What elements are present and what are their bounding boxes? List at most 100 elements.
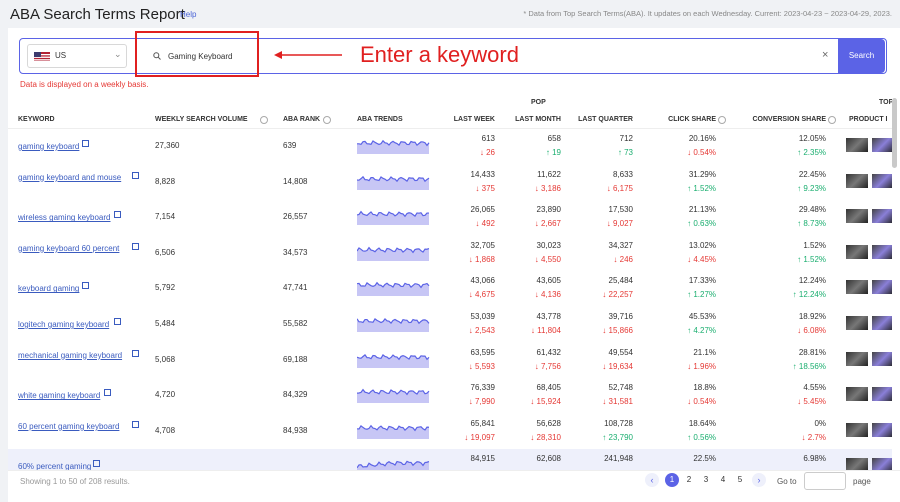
trend-sparkline: [357, 139, 430, 154]
metric-change: ↓ 15,866: [602, 326, 633, 335]
external-link-icon: [114, 211, 122, 219]
dropdown-caret: ⌄: [114, 49, 122, 59]
clear-button[interactable]: ×: [822, 49, 829, 61]
aba-rank: 34,573: [283, 247, 308, 257]
product-image: [872, 209, 892, 224]
table-row: gaming keyboard and mouse 8,828 14,808 14,4…: [8, 164, 892, 202]
metric-change: ↓ 1,868: [468, 254, 495, 264]
metric-value: 34,327: [608, 240, 633, 250]
metric-change: ↑ 19: [545, 148, 561, 157]
keyword-link[interactable]: 60 percent gaming keyboard: [18, 421, 120, 431]
help-link[interactable]: Help: [180, 10, 197, 19]
metric-value: 21.13%: [688, 205, 716, 215]
page-number[interactable]: 3: [703, 475, 709, 484]
metric-value: 21.1%: [693, 347, 716, 357]
trend-sparkline: [357, 317, 430, 332]
product-image: [846, 422, 868, 437]
metric-value: 43,066: [470, 276, 495, 286]
keyword-link[interactable]: gaming keyboard: [18, 142, 80, 151]
aba-rank: 84,938: [283, 425, 308, 435]
external-link-icon: [132, 242, 139, 250]
page-number[interactable]: 1: [665, 473, 679, 487]
metric-value: 68,405: [536, 383, 561, 393]
metric-value: 712: [619, 134, 633, 143]
keyword-link[interactable]: wireless gaming keyboard: [18, 213, 111, 223]
results-table: POP TOP KEYWORD WEEKLY SEARCH VOLUME ABA RAN…: [8, 95, 892, 470]
metric-change: ↓ 375: [475, 183, 495, 193]
table-row: gaming keyboard 60 percent 6,506 34,573 32,…: [8, 235, 892, 273]
metric-change: ↑ 12.24%: [792, 290, 826, 300]
product-image: [872, 138, 892, 152]
scrollbar[interactable]: [892, 98, 897, 168]
trend-sparkline: [357, 424, 430, 439]
trend-sparkline: [357, 175, 430, 190]
page-number[interactable]: 2: [686, 475, 692, 484]
keyword-link[interactable]: keyboard gaming: [18, 284, 80, 294]
metric-value: 43,605: [536, 276, 561, 286]
column-header: LAST WEEK: [453, 116, 495, 123]
product-image: [846, 173, 868, 188]
table-row: 60 percent gaming keyboard 4,708 84,938 65,…: [8, 413, 892, 451]
column-header: LAST MONTH: [515, 116, 561, 123]
product-image: [872, 244, 892, 259]
highlight-box: [135, 31, 259, 77]
metric-change: ↑ 23,790: [602, 432, 633, 442]
search-volume: 27,360: [155, 141, 180, 150]
column-header: CLICK SHARE: [668, 116, 716, 123]
keyword-link[interactable]: 60% percent gaming: [18, 462, 92, 470]
goto-input[interactable]: [804, 472, 846, 490]
info-icon: [718, 116, 726, 124]
column-header: ABA TRENDS: [357, 116, 403, 123]
external-link-icon: [82, 140, 89, 147]
metric-change: ↓ 2,543: [468, 326, 495, 335]
metric-value: 20.16%: [688, 134, 716, 143]
product-image: [846, 458, 868, 470]
product-image: [872, 387, 892, 402]
keyword-input[interactable]: Gaming Keyboard: [168, 52, 233, 61]
product-image: [846, 244, 868, 259]
keyword-link[interactable]: mechanical gaming keyboard: [18, 350, 123, 360]
aba-rank: 14,808: [283, 176, 308, 186]
metric-change: ↑ 1.52%: [797, 254, 826, 264]
next-page[interactable]: ›: [752, 473, 766, 487]
metric-value: 18.92%: [798, 312, 826, 321]
trend-sparkline: [357, 353, 430, 368]
table-row: gaming keyboard 27,360 639 613 ↓ 26 658 ↑ 19 71…: [8, 129, 892, 166]
metric-change: ↓ 22,257: [602, 290, 633, 300]
keyword-link[interactable]: logitech gaming keyboard: [18, 320, 110, 329]
keyword-link[interactable]: gaming keyboard 60 percent: [18, 243, 120, 253]
search-button[interactable]: Search: [838, 39, 885, 73]
keyword-link[interactable]: white gaming keyboard: [18, 391, 101, 401]
metric-value: 22.45%: [798, 169, 826, 179]
metric-change: ↓ 0.54%: [687, 397, 716, 407]
metric-value: 56,628: [536, 418, 561, 428]
prev-page[interactable]: ‹: [645, 473, 659, 487]
metric-change: ↑ 18.56%: [792, 361, 826, 371]
search-volume: 8,828: [155, 176, 176, 186]
table-row: mechanical gaming keyboard 5,068 69,188 63,…: [8, 342, 892, 380]
page-number[interactable]: 4: [720, 475, 726, 484]
column-header: PRODUCT I: [849, 116, 888, 123]
external-link-icon: [132, 349, 139, 357]
metric-value: 39,716: [608, 312, 633, 321]
product-image: [872, 422, 892, 437]
metric-change: ↓ 246: [613, 254, 633, 264]
metric-value: 32,705: [470, 240, 495, 250]
keyword-link[interactable]: gaming keyboard and mouse: [18, 172, 122, 182]
external-link-icon: [103, 389, 111, 397]
table-row: white gaming keyboard 4,720 84,329 76,339 ↓ …: [8, 378, 892, 415]
metric-change: ↑ 2.35%: [797, 148, 826, 157]
metric-value: 4.55%: [803, 383, 826, 393]
metric-change: ↓ 5,593: [468, 361, 495, 371]
external-link-icon: [114, 318, 122, 325]
metric-change: ↓ 31,581: [602, 397, 633, 407]
column-header: LAST QUARTER: [578, 116, 633, 123]
metric-value: 613: [481, 134, 495, 143]
metric-value: 241,948: [604, 454, 633, 464]
search-volume: 6,506: [155, 247, 176, 257]
table-row: logitech gaming keyboard 5,484 55,582 53,03…: [8, 307, 892, 344]
metric-value: 26,065: [470, 205, 495, 215]
country-select[interactable]: US ⌄: [27, 44, 127, 68]
page-number[interactable]: 5: [737, 475, 743, 484]
